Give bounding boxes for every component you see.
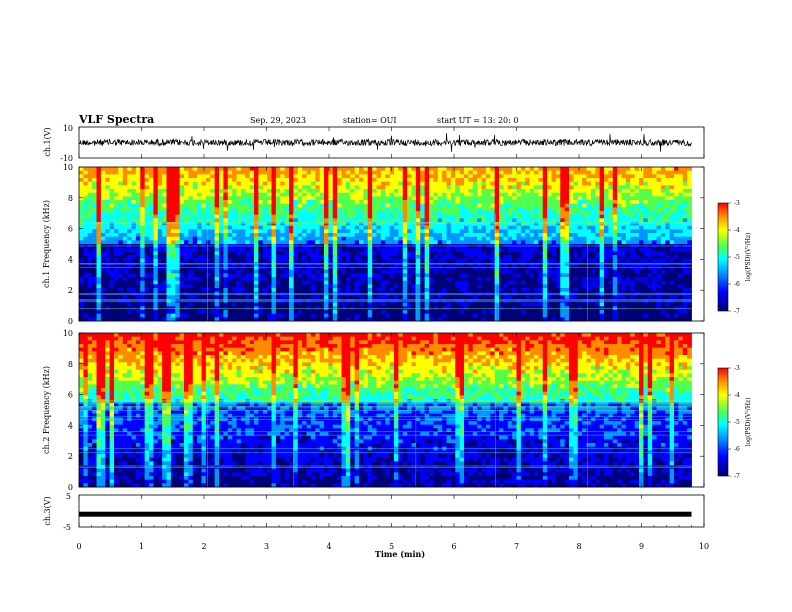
ch1-waveform-line <box>78 132 692 152</box>
ch3-waveform-ylabel: ch.3(V) <box>43 496 52 525</box>
colorbar-tick-label: -6 <box>734 446 740 453</box>
freq-tick-label: 2 <box>68 452 73 461</box>
time-axis-label: Time (min) <box>375 549 425 559</box>
freq-tick-label: 8 <box>68 194 73 203</box>
time-tick-label: 2 <box>201 542 206 551</box>
ch1-tick-top: 10 <box>63 124 73 133</box>
time-tick-label: 9 <box>639 542 644 551</box>
ch2-spectrogram-image <box>79 333 692 488</box>
colorbar-tick-label: -4 <box>734 227 740 234</box>
ch1-spectrogram-image <box>79 167 692 322</box>
date-label: Sep. 29, 2023 <box>250 116 306 125</box>
time-tick-label: 3 <box>264 542 269 551</box>
ch3-waveform-panel: 5 -5 ch.3(V) <box>43 492 705 532</box>
ch2-colorbar <box>717 367 729 477</box>
ch3-waveform-frame <box>78 494 705 528</box>
ch1-colorbar-ticks: -3 -4 -5 -6 -7 <box>728 200 740 315</box>
freq-tick-label: 4 <box>68 255 73 264</box>
freq-tick-label: 2 <box>68 286 73 295</box>
time-tick-label: 10 <box>699 542 709 551</box>
ch2-spectrogram-ylabel: ch.2 Frequency (kHz) <box>42 366 51 454</box>
ch2-freq-ticks: 0 2 4 6 8 10 <box>63 329 704 492</box>
ch3-tick-top: 5 <box>66 492 71 501</box>
freq-tick-label: 4 <box>68 421 73 430</box>
ch1-spectrogram-ylabel: ch.1 Frequency (kHz) <box>42 200 51 288</box>
freq-tick-label: 10 <box>63 329 73 338</box>
time-tick-label: 0 <box>76 542 81 551</box>
ch1-tick-bottom: -10 <box>60 154 73 163</box>
colorbar-tick-label: -5 <box>734 419 740 426</box>
colorbar-tick-label: -7 <box>734 473 740 480</box>
freq-tick-label: 10 <box>63 163 73 172</box>
station-label: station= OUI <box>343 116 397 125</box>
time-tick-label: 4 <box>326 542 331 551</box>
colorbar-tick-label: -7 <box>734 308 740 315</box>
ch1-colorbar-label: log(PSD)(V²/Hz) <box>745 233 752 282</box>
colorbar-tick-label: -4 <box>734 392 740 399</box>
freq-tick-label: 6 <box>68 225 73 234</box>
freq-tick-label: 8 <box>68 360 73 369</box>
freq-tick-label: 6 <box>68 391 73 400</box>
colorbar-tick-label: -6 <box>734 281 740 288</box>
ch1-waveform-panel: 10 -10 ch.1(V) <box>43 124 705 163</box>
colorbar-tick-label: -5 <box>734 254 740 261</box>
time-tick-label: 5 <box>389 542 394 551</box>
time-axis: 0 1 2 3 4 5 6 7 8 9 10 <box>76 127 709 551</box>
time-tick-label: 7 <box>514 542 519 551</box>
freq-tick-label: 0 <box>68 483 73 492</box>
time-tick-label: 8 <box>576 542 581 551</box>
colorbar-tick-label: -3 <box>734 200 740 207</box>
time-tick-label: 1 <box>139 542 144 551</box>
freq-tick-label: 0 <box>68 317 73 326</box>
ch1-colorbar <box>717 202 729 312</box>
ch2-colorbar-label: log(PSD)(V²/Hz) <box>745 398 752 447</box>
colorbar-tick-label: -3 <box>734 365 740 372</box>
ch3-waveform-trace <box>79 511 692 517</box>
ch3-tick-bottom: -5 <box>63 523 71 532</box>
ch2-colorbar-ticks: -3 -4 -5 -6 -7 <box>728 365 740 480</box>
start-time-label: start UT = 13: 20: 0 <box>437 116 518 125</box>
ch1-freq-ticks: 0 2 4 6 8 10 <box>63 163 704 326</box>
time-tick-label: 6 <box>451 542 456 551</box>
ch1-waveform-trace <box>78 132 692 152</box>
figure-title: VLF Spectra <box>78 113 154 126</box>
ch1-waveform-ylabel: ch.1(V) <box>43 127 52 156</box>
